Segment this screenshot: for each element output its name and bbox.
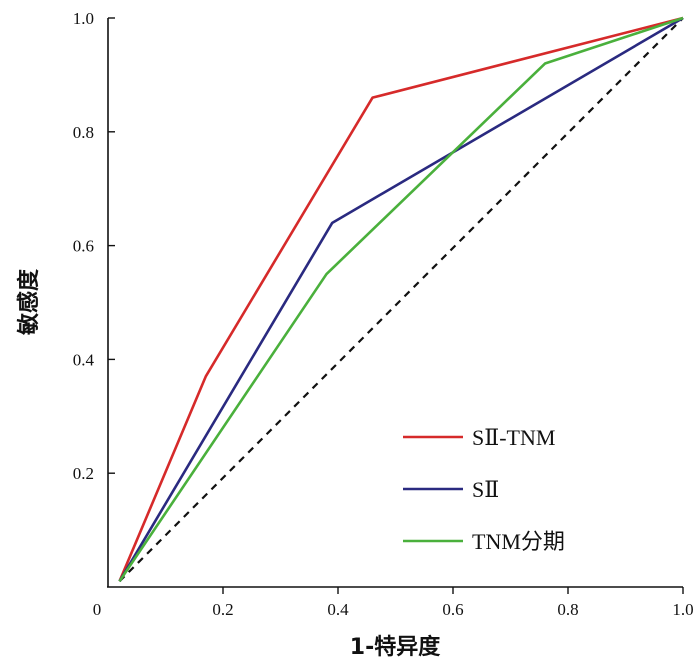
x-tick-label: 0.8 (557, 600, 578, 619)
axes (107, 18, 683, 588)
x-tick-label: 0.6 (442, 600, 463, 619)
y-tick-label: 1.0 (73, 9, 94, 28)
ticks: 0.2 0.4 0.6 0.8 1.0 0.2 0.4 0.6 0.8 1.0 (73, 9, 694, 619)
series-line-sii-tnm (118, 16, 684, 582)
y-tick-label: 0.2 (73, 464, 94, 483)
series-line-tnm-stage (118, 16, 684, 583)
series-group (118, 16, 684, 583)
reference-diagonal-line (118, 17, 684, 583)
origin-label: 0 (93, 600, 102, 619)
series-line-sii (118, 16, 684, 582)
x-axis-title: 1-特异度 (350, 634, 441, 660)
reference-line-group (118, 17, 684, 583)
y-axis-title: 敏感度 (16, 268, 42, 336)
y-tick-label: 0.8 (73, 123, 94, 142)
x-tick-label: 0.2 (212, 600, 233, 619)
legend-label-sii-tnm: SⅡ-TNM (472, 425, 555, 450)
legend-label-sii: SⅡ (472, 477, 499, 502)
y-tick-label: 0.4 (73, 350, 95, 369)
x-tick-label: 0.4 (327, 600, 349, 619)
legend: SⅡ-TNM SⅡ TNM分期 (403, 425, 565, 554)
y-tick-label: 0.6 (73, 237, 94, 256)
legend-label-tnm-stage: TNM分期 (472, 529, 565, 554)
x-tick-label: 1.0 (672, 600, 693, 619)
